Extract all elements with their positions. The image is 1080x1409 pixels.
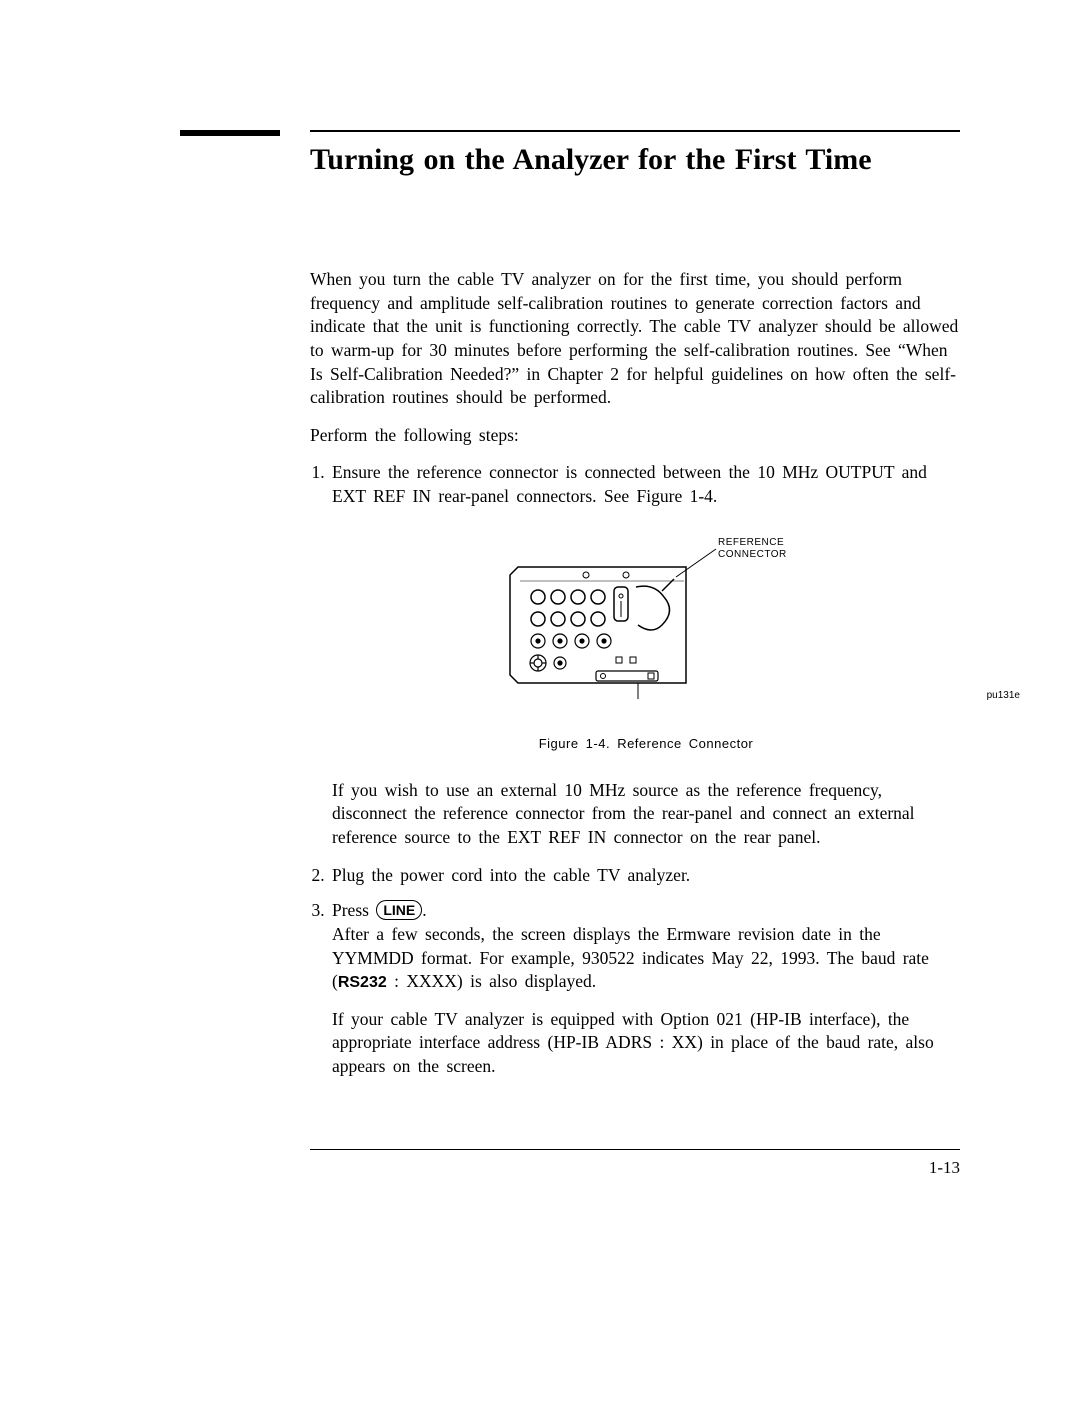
step-3-pre: Press <box>332 900 376 920</box>
page-number: 1-13 <box>929 1158 960 1177</box>
step-1-text: Ensure the reference connector is connec… <box>332 462 927 506</box>
page-container: Turning on the Analyzer for the First Ti… <box>180 130 960 1329</box>
heading-rule <box>310 130 960 132</box>
step-2: Plug the power cord into the cable TV an… <box>332 864 960 888</box>
content-column: Turning on the Analyzer for the First Ti… <box>310 130 960 1178</box>
step-3-para-a: After a few seconds, the screen displays… <box>332 923 960 994</box>
intro-paragraph: When you turn the cable TV analyzer on f… <box>310 268 960 410</box>
rs232-label: RS232 <box>338 974 387 991</box>
figure-id: pu131e <box>987 689 1020 703</box>
step3a-post: : XXXX) is also displayed. <box>387 971 596 991</box>
figure-1-4: REFERENCE CONNECTOR <box>332 531 960 753</box>
step-3: Press LINE. After a few seconds, the scr… <box>332 899 960 1078</box>
label-connector: CONNECTOR <box>718 549 787 560</box>
step-1-note: If you wish to use an external 10 MHz so… <box>332 779 960 850</box>
line-key: LINE <box>376 900 422 920</box>
figure-caption: Figure 1-4. Reference Connector <box>332 735 960 753</box>
rear-panel-diagram: REFERENCE CONNECTOR <box>466 531 826 708</box>
steps-list: Ensure the reference connector is connec… <box>310 461 960 1078</box>
margin-rule <box>180 130 280 136</box>
step-3-post: . <box>422 900 426 920</box>
page-title: Turning on the Analyzer for the First Ti… <box>310 142 960 178</box>
step-3-para-b: If your cable TV analyzer is equipped wi… <box>332 1008 960 1079</box>
label-reference: REFERENCE <box>718 537 784 548</box>
step-1: Ensure the reference connector is connec… <box>332 461 960 849</box>
page-footer: 1-13 <box>310 1149 960 1178</box>
step-2-text: Plug the power cord into the cable TV an… <box>332 865 690 885</box>
perform-line: Perform the following steps: <box>310 424 960 448</box>
